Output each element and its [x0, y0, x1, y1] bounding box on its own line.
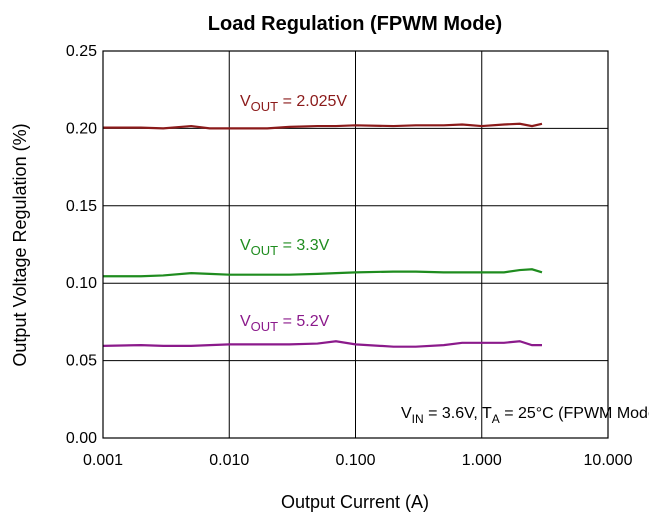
y-tick-label: 0.05	[66, 353, 97, 370]
series-line	[103, 268, 543, 278]
x-tick-label: 1.000	[462, 452, 502, 469]
y-tick-label: 0.15	[66, 198, 97, 215]
series-label-part: = 3.3V	[278, 237, 329, 254]
y-axis-label: Output Voltage Regulation (%)	[10, 123, 30, 366]
annotation-part: IN	[412, 412, 424, 426]
series-line	[102, 340, 542, 348]
series-label-part: = 2.025V	[278, 93, 347, 110]
y-tick-label: 0.00	[66, 430, 97, 447]
series-label: VOUT = 2.025V	[240, 93, 347, 114]
annotation-part: = 25°C (FPWM Mode)	[500, 405, 649, 422]
y-tick-label: 0.25	[66, 43, 97, 60]
x-tick-label: 0.001	[83, 452, 123, 469]
series-label: VOUT = 3.3V	[240, 237, 330, 258]
series-label-part: OUT	[251, 99, 279, 114]
plot-border	[102, 50, 609, 439]
annotation: VIN = 3.6V, TA = 25°C (FPWM Mode)	[401, 405, 649, 426]
chart-title: Load Regulation (FPWM Mode)	[208, 13, 502, 35]
series-label-part: V	[240, 237, 251, 254]
series-label-part: OUT	[251, 319, 279, 334]
x-tick-label: 0.010	[209, 452, 249, 469]
series-label-part: V	[240, 93, 251, 110]
annotation-part: A	[492, 412, 500, 426]
y-tick-label: 0.20	[66, 120, 97, 137]
x-tick-label: 10.000	[584, 452, 633, 469]
series-line	[103, 122, 543, 130]
annotation-part: V	[401, 405, 412, 422]
series-label-part: V	[240, 313, 251, 330]
series-label: VOUT = 5.2V	[240, 313, 330, 334]
y-tick-label: 0.10	[66, 275, 97, 292]
series-label-part: OUT	[251, 243, 279, 258]
series-label-part: = 5.2V	[278, 313, 329, 330]
x-axis-label: Output Current (A)	[281, 492, 429, 512]
x-tick-label: 0.100	[335, 452, 375, 469]
annotation-part: = 3.6V, T	[424, 405, 492, 422]
